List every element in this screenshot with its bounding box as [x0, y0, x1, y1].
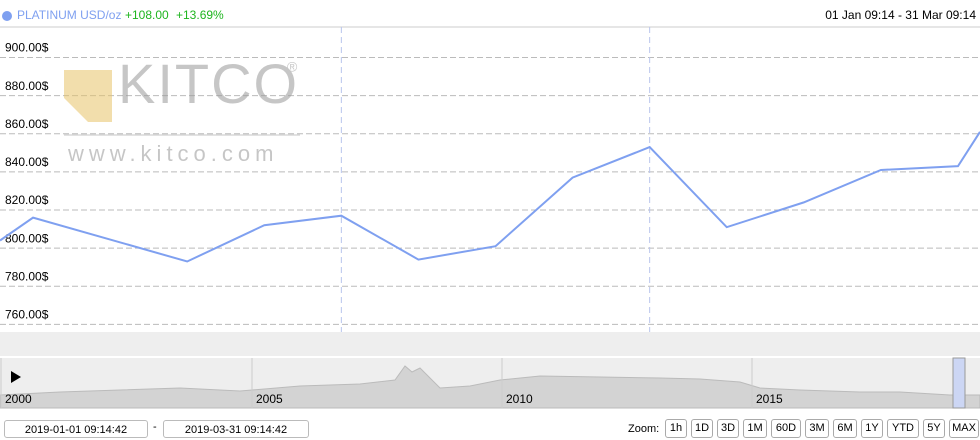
- y-tick-label: 800.00$: [5, 231, 49, 245]
- y-tick-label: 760.00$: [5, 308, 49, 322]
- watermark-brand: KITCO: [118, 52, 299, 115]
- logo: [64, 70, 112, 122]
- play-button[interactable]: [11, 371, 21, 383]
- y-tick-label: 880.00$: [5, 79, 49, 93]
- date-range: 01 Jan 09:14 - 31 Mar 09:14: [825, 8, 976, 22]
- watermark: KITCO ® www.kitco.com: [64, 52, 300, 166]
- watermark-url: www.kitco.com: [67, 141, 278, 166]
- zoom-button[interactable]: 3D: [717, 419, 739, 438]
- navigator-area: [0, 365, 980, 409]
- zoom-button[interactable]: 5Y: [923, 419, 945, 438]
- date-from[interactable]: 2019-01-01 09:14:42: [4, 420, 148, 438]
- zoom-button[interactable]: YTD: [887, 419, 919, 438]
- zoom-button[interactable]: 3M: [805, 419, 829, 438]
- navigator-label: 2015: [756, 392, 783, 406]
- zoom-button[interactable]: 1Y: [861, 419, 883, 438]
- navigator-handle[interactable]: [952, 357, 966, 409]
- y-tick-label: 900.00$: [5, 41, 49, 55]
- y-tick-label: 780.00$: [5, 269, 49, 283]
- y-tick-label: 860.00$: [5, 117, 49, 131]
- y-tick-label: 820.00$: [5, 193, 49, 207]
- zoom-button[interactable]: 1D: [691, 419, 713, 438]
- navigator-label: 2005: [256, 392, 283, 406]
- zoom-label: Zoom:: [628, 423, 660, 435]
- change-pct: +13.69%: [176, 8, 224, 22]
- change: +108.00: [125, 8, 169, 22]
- legend-dot: [2, 11, 12, 21]
- y-tick-label: 840.00$: [5, 155, 49, 169]
- zoom-button[interactable]: 1h: [665, 419, 687, 438]
- x-axis-band: [0, 332, 980, 356]
- separator: -: [153, 421, 157, 433]
- date-to[interactable]: 2019-03-31 09:14:42: [163, 420, 309, 438]
- zoom-button[interactable]: 1M: [743, 419, 767, 438]
- navigator-label: 2010: [506, 392, 533, 406]
- zoom-button[interactable]: 6M: [833, 419, 857, 438]
- series-line: [0, 131, 980, 263]
- watermark-mark: ®: [287, 59, 298, 75]
- zoom-button[interactable]: MAX: [949, 419, 979, 438]
- navigator-label: 2000: [5, 392, 32, 406]
- zoom-button[interactable]: 60D: [771, 419, 801, 438]
- legend-label[interactable]: PLATINUM USD/oz: [17, 8, 121, 22]
